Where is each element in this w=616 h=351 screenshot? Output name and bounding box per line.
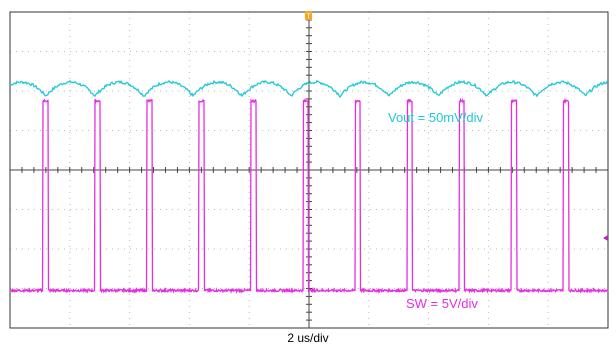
vout-trace — [9, 79, 608, 99]
trigger-marker: T — [305, 11, 312, 21]
sw-trace — [9, 97, 609, 295]
trigger-marker-label: T — [306, 14, 311, 21]
sw-channel-label: SW = 5V/div — [406, 296, 478, 311]
x-axis-label: 2 us/div — [287, 331, 329, 345]
vout-channel-label: Vout = 50mV/div — [388, 110, 484, 125]
markers: T — [305, 11, 608, 241]
traces — [9, 79, 609, 295]
trigger-level-marker — [603, 235, 608, 241]
